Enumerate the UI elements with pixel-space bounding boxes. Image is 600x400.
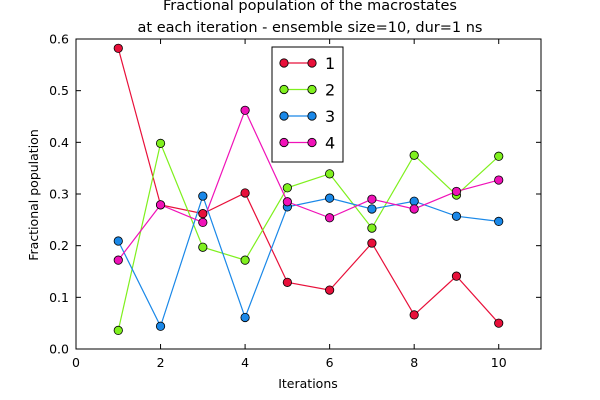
- legend-marker-1: [279, 58, 289, 68]
- series-line-3: [117, 194, 499, 328]
- data-point-series-4: [155, 200, 166, 210]
- data-point-series-3: [367, 204, 377, 214]
- y-tick-label: 0.3: [49, 187, 69, 202]
- data-point-series-1: [198, 209, 208, 219]
- data-point-series-4: [240, 105, 250, 115]
- legend-marker-2: [307, 84, 317, 95]
- data-point-series-2: [198, 242, 208, 252]
- data-point-series-2: [282, 183, 292, 193]
- legend-label-4: 4: [325, 134, 335, 153]
- data-point-series-1: [240, 188, 250, 198]
- x-tick-label: 2: [157, 355, 165, 370]
- data-point-series-1: [494, 318, 504, 328]
- data-point-series-4: [409, 204, 419, 214]
- data-point-series-3: [451, 211, 462, 221]
- x-tick-label: 8: [410, 355, 418, 370]
- legend-marker-4: [279, 137, 289, 148]
- data-point-series-2: [409, 150, 419, 160]
- data-point-series-3: [198, 191, 208, 201]
- series-line-2: [117, 141, 500, 331]
- data-point-series-1: [451, 271, 462, 281]
- data-point-series-4: [494, 175, 504, 185]
- chart-title-line-1: Fractional population of the macrostates: [163, 0, 457, 14]
- x-axis-label: Iterations: [278, 376, 338, 391]
- data-point-series-4: [451, 186, 462, 197]
- data-point-series-4: [282, 197, 292, 207]
- x-tick-label: 4: [241, 355, 249, 370]
- data-point-series-2: [367, 223, 377, 233]
- data-point-series-1: [113, 43, 123, 53]
- chart-title-line-2: at each iteration - ensemble size=10, du…: [138, 20, 483, 36]
- legend-marker-2: [279, 84, 289, 95]
- data-point-series-2: [494, 151, 504, 161]
- x-tick-label: 10: [491, 355, 507, 370]
- data-point-series-3: [409, 196, 419, 206]
- y-tick-label: 0.2: [49, 238, 69, 253]
- data-point-series-4: [198, 217, 208, 228]
- data-point-series-4: [367, 194, 377, 204]
- data-point-series-3: [494, 216, 504, 226]
- y-tick-label: 0.1: [49, 290, 69, 305]
- data-point-series-3: [113, 236, 123, 246]
- y-tick-label: 0.6: [49, 32, 69, 47]
- data-point-series-3: [155, 321, 166, 331]
- data-point-series-4: [113, 255, 123, 265]
- series-line-1: [117, 48, 500, 324]
- y-tick-label: 0.4: [49, 135, 69, 150]
- plot-area: 0 2 4 6 8 10 0.0 0.1 0.2 0.3 0.4 0.5 0.6: [49, 32, 542, 370]
- legend-label-1: 1: [325, 54, 335, 73]
- data-point-series-2: [325, 169, 335, 179]
- data-point-series-1: [367, 238, 377, 248]
- data-point-series-2: [113, 325, 123, 335]
- data-point-series-2: [155, 138, 166, 148]
- legend-label-3: 3: [325, 107, 335, 126]
- data-point-series-4: [325, 213, 335, 223]
- x-tick-label: 6: [326, 355, 334, 370]
- legend: 1 2 3 4: [271, 46, 344, 163]
- data-point-series-1: [409, 310, 419, 320]
- legend-marker-4: [307, 137, 317, 148]
- y-tick-label: 0.0: [49, 342, 69, 357]
- data-point-series-3: [240, 312, 250, 323]
- y-tick-label: 0.5: [49, 83, 69, 98]
- legend-label-2: 2: [325, 81, 335, 100]
- y-axis-label: Fractional population: [26, 129, 41, 261]
- series-line-4: [117, 108, 499, 261]
- data-point-series-1: [282, 277, 292, 287]
- legend-marker-1: [307, 58, 317, 68]
- legend-marker-3: [307, 111, 317, 121]
- data-point-series-3: [325, 193, 335, 203]
- legend-marker-3: [279, 111, 289, 121]
- data-point-series-2: [240, 255, 250, 265]
- x-tick-label: 0: [72, 355, 80, 370]
- data-point-series-1: [325, 285, 335, 295]
